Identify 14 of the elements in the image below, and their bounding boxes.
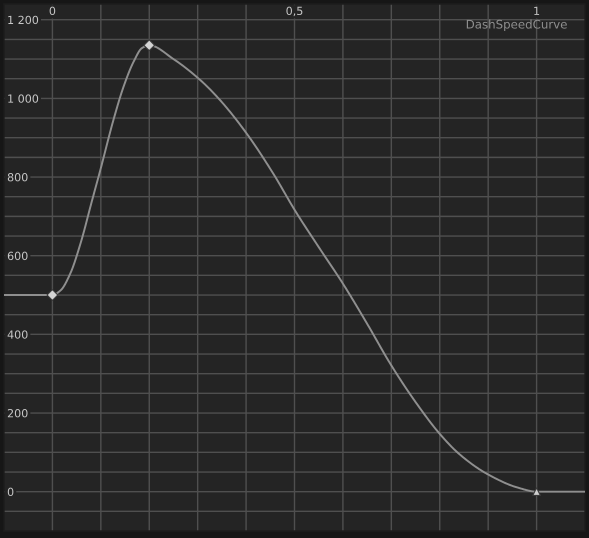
y-tick-label: 0 [8, 488, 14, 496]
x-tick-label: 0 [50, 6, 56, 16]
y-tick-label: 1 000 [8, 94, 38, 103]
y-tick-label: 800 [8, 173, 28, 182]
x-tick-label: 0,5 [286, 6, 302, 16]
y-tick-label: 600 [8, 252, 28, 260]
text: DashSpeedCurve [466, 20, 567, 31]
y-tick-label: 200 [8, 408, 28, 418]
point [532, 487, 541, 496]
point [46, 289, 58, 301]
y-tick-label: 1 200 [8, 16, 38, 24]
y-tick-label: 400 [8, 330, 28, 339]
x-tick-label: 1 [534, 6, 540, 15]
point [143, 39, 156, 52]
